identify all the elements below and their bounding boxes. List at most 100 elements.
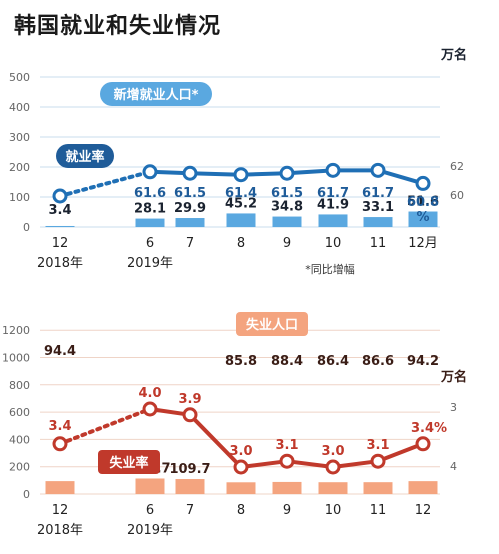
legend-pill-employment-rate — [56, 144, 114, 168]
bar-value-label: 86.6 — [362, 354, 394, 369]
line-value-label: 61.5 — [174, 186, 206, 201]
line-dotted-segment — [58, 169, 152, 198]
line-value-label: 3.0 — [321, 444, 344, 459]
x-tick-label: 8 — [237, 503, 245, 518]
y-right-tick-label: 62 — [450, 160, 464, 173]
line-value-label: 3.0 — [229, 444, 252, 459]
legend-label-employment-rate: 就业率 — [65, 149, 104, 165]
y-tick-label: 200 — [9, 161, 30, 174]
bar — [135, 478, 165, 494]
bar — [318, 482, 348, 494]
x-tick-label: 8 — [237, 236, 245, 251]
y-tick-label: 1000 — [2, 351, 30, 364]
line-value-label: 61.7 — [317, 186, 349, 201]
bar — [318, 214, 348, 227]
y-tick-label: 400 — [9, 101, 30, 114]
legend-label-unemployment-rate: 失业率 — [109, 455, 148, 471]
legend-pill-unemployed — [236, 312, 308, 336]
y-tick-label: 200 — [9, 461, 30, 474]
bar-value-label: 34.8 — [271, 200, 303, 215]
line-value-label: 3.1 — [275, 438, 298, 453]
footnote: *同比增幅 — [305, 262, 355, 276]
line-point — [142, 401, 158, 417]
bar-value-label: 28.1 — [134, 202, 166, 217]
legend-label-new-employment: 新增就业人口* — [114, 87, 199, 103]
line-point — [142, 164, 158, 180]
line-point — [279, 165, 295, 181]
line-point — [233, 167, 249, 183]
bar-value-label: 3.4 — [48, 203, 71, 218]
y-tick-label: 800 — [9, 379, 30, 392]
x-tick-label: 12 — [52, 503, 69, 518]
line-point — [325, 162, 341, 178]
line-value-label: 4.0 — [138, 386, 161, 401]
y-tick-label: 400 — [9, 433, 30, 446]
line-value-label: 61.5 — [271, 186, 303, 201]
year-label: 2019年 — [127, 523, 173, 538]
bar — [45, 481, 75, 494]
line-point — [415, 436, 431, 452]
line-start-marker — [52, 188, 68, 204]
bar-unit-label: 万名 — [440, 369, 467, 385]
line-value-label: 61.6 — [134, 186, 166, 201]
x-tick-label: 7 — [186, 236, 194, 251]
line-value-label: 3.4% — [411, 421, 447, 436]
y-right-tick-label: 4 — [450, 460, 457, 473]
bar — [175, 479, 205, 494]
y-tick-label: 500 — [9, 71, 30, 84]
bar — [408, 211, 438, 227]
line-value-label: 61.4 — [225, 186, 257, 201]
line-point — [325, 459, 341, 475]
line-value-label: 61.7 — [362, 186, 394, 201]
line-value-label: 3.1 — [366, 438, 389, 453]
y-tick-label: 600 — [9, 406, 30, 419]
bar — [226, 482, 256, 494]
line-point — [415, 175, 431, 191]
x-tick-label: 7 — [186, 503, 194, 518]
bar — [226, 213, 256, 227]
line-point — [182, 165, 198, 181]
legend-pill-unemployment-rate — [98, 450, 160, 474]
y-tick-label: 100 — [9, 191, 30, 204]
bar-value-label: 86.4 — [317, 354, 349, 369]
bar — [408, 481, 438, 494]
bar-value-label: 94.4 — [44, 344, 76, 359]
year-label: 2019年 — [127, 256, 173, 271]
x-tick-label: 9 — [283, 503, 291, 518]
x-tick-label: 11 — [370, 236, 387, 251]
bar-value-label: 41.9 — [317, 197, 349, 212]
line-point — [279, 453, 295, 469]
y-tick-label: 0 — [23, 488, 30, 501]
bar — [272, 216, 302, 227]
x-tick-label: 10 — [325, 236, 342, 251]
line-value-label: 3.9 — [178, 392, 201, 407]
line-point — [52, 436, 68, 452]
line-unit-label: % — [416, 210, 429, 225]
x-tick-label: 6 — [146, 236, 154, 251]
bar-value-label: 85.8 — [225, 354, 257, 369]
x-tick-label: 10 — [325, 503, 342, 518]
bar-unit-label: 万名 — [440, 47, 467, 63]
x-tick-label: 9 — [283, 236, 291, 251]
line-point — [370, 162, 386, 178]
bar — [175, 218, 205, 227]
year-label: 2018年 — [37, 523, 83, 538]
x-tick-label: 12 — [52, 236, 69, 251]
line-point — [233, 459, 249, 475]
legend-label-unemployed: 失业人口 — [246, 317, 298, 333]
legend-pill-new-employment — [100, 82, 212, 106]
bar — [45, 225, 75, 227]
page-title: 韩国就业和失业情况 — [14, 14, 222, 39]
line-value-label: 60.8 — [407, 195, 439, 210]
y-right-tick-label: 3 — [450, 401, 457, 414]
line-point — [182, 407, 198, 423]
y-right-tick-label: 60 — [450, 189, 464, 202]
x-tick-label: 12月 — [408, 236, 438, 251]
bar-value-label: 51.6 — [407, 195, 439, 210]
x-tick-label: 11 — [370, 503, 387, 518]
bar — [363, 482, 393, 494]
bar — [135, 218, 165, 227]
line-dotted-segment — [58, 407, 152, 446]
bar-value-label: 33.1 — [362, 200, 394, 215]
